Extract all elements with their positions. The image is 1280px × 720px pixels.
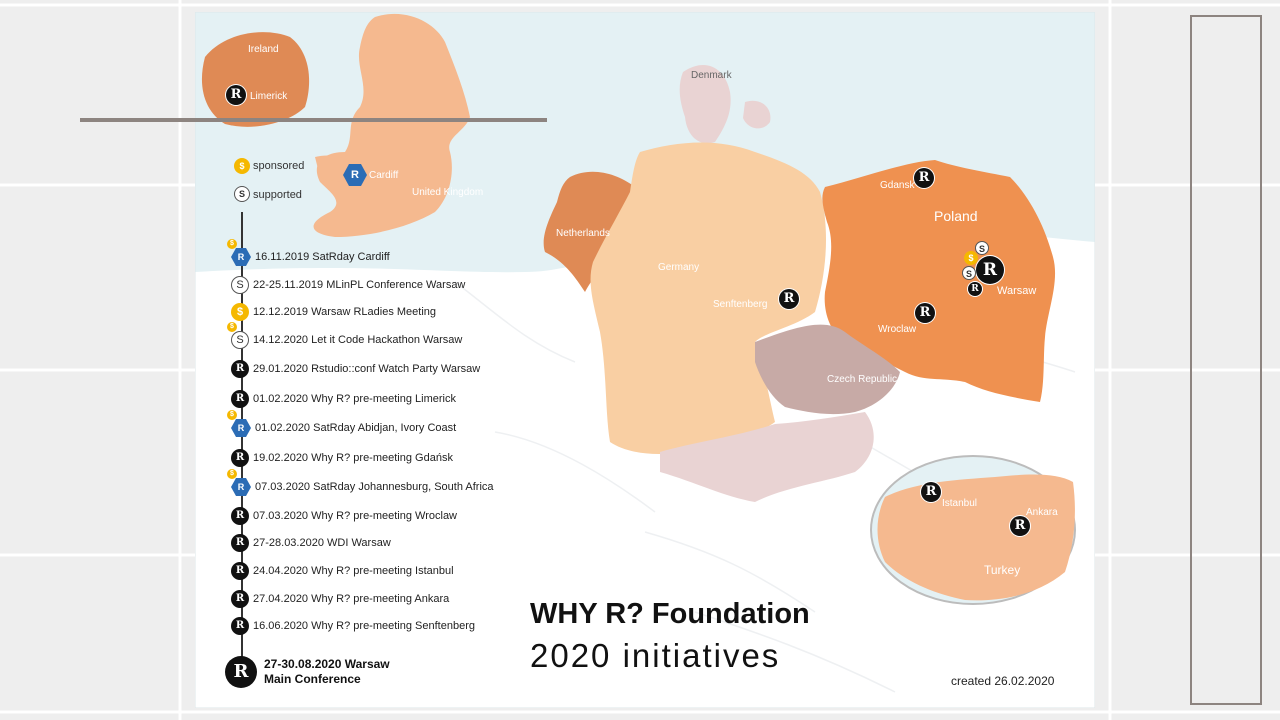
timeline-item: R 19.02.2020 Why R? pre-meeting Gdańsk — [231, 448, 453, 468]
main-conference: R 27-30.08.2020 Warsaw Main Conference — [225, 656, 390, 688]
timeline-item-text: 16.11.2019 SatRday Cardiff — [255, 251, 390, 263]
label-warsaw: Warsaw — [997, 285, 1037, 297]
label-poland: Poland — [934, 208, 978, 224]
created-date: created 26.02.2020 — [951, 674, 1055, 688]
label-ankara: Ankara — [1026, 507, 1058, 518]
wroclaw-marker-icon: R — [915, 303, 935, 323]
czech-republic-shape — [755, 324, 900, 415]
europe-map: Ireland United Kingdom Denmark Netherlan… — [195, 12, 1095, 708]
gdansk-marker-icon: R — [914, 168, 934, 188]
why-r-logo-icon: R — [231, 507, 249, 525]
legend-sponsored: sponsored — [253, 160, 305, 172]
label-united-kingdom: United Kingdom — [412, 187, 484, 198]
main-conference-label: Main Conference — [264, 672, 361, 686]
satrday-hex-icon: R — [231, 248, 251, 266]
timeline-item: $12.12.2019 Warsaw RLadies Meeting — [231, 302, 436, 322]
timeline-item-text: 27.04.2020 Why R? pre-meeting Ankara — [253, 593, 450, 605]
horizontal-accent-bar — [80, 118, 547, 122]
sponsored-badge-icon: $ — [227, 410, 237, 420]
label-gdansk: Gdansk — [880, 180, 915, 191]
austria-shape — [660, 412, 874, 502]
main-conference-date: 27-30.08.2020 Warsaw — [264, 657, 390, 671]
timeline-line — [241, 212, 243, 664]
why-r-logo-icon: R — [231, 390, 249, 408]
why-r-logo-icon: R — [231, 449, 249, 467]
netherlands-shape — [543, 171, 639, 292]
why-r-logo-icon: R — [231, 360, 249, 378]
label-ireland: Ireland — [248, 44, 279, 55]
why-r-logo-icon: R — [231, 590, 249, 608]
sponsored-icon: $ — [231, 303, 249, 321]
label-senftenberg: Senftenberg — [713, 299, 768, 310]
timeline-item-text: 07.03.2020 Why R? pre-meeting Wroclaw — [253, 510, 458, 522]
timeline-item-text: 16.06.2020 Why R? pre-meeting Senftenber… — [253, 620, 475, 632]
supported-icon: S — [231, 276, 249, 294]
timeline-item-text: 29.01.2020 Rstudio::conf Watch Party War… — [253, 363, 481, 375]
why-r-logo-icon: R — [231, 617, 249, 635]
label-limerick: Limerick — [250, 91, 288, 102]
sponsored-legend-icon: $ — [234, 158, 250, 174]
supported-legend-icon: S — [234, 186, 250, 202]
timeline-item-text: 01.02.2020 SatRday Abidjan, Ivory Coast — [255, 422, 457, 434]
denmark-shape — [679, 64, 731, 144]
poland-shape — [822, 160, 1056, 402]
satrday-hex-icon: R — [231, 419, 251, 437]
sponsored-badge-icon: $ — [227, 469, 237, 479]
label-wroclaw: Wroclaw — [878, 324, 917, 335]
timeline-item-text: 01.02.2020 Why R? pre-meeting Limerick — [253, 393, 456, 405]
sponsored-badge-icon: $ — [227, 322, 237, 332]
warsaw-supported-icon: S — [975, 241, 989, 255]
timeline-item: S $14.12.2020 Let it Code Hackathon Warsa… — [227, 322, 463, 350]
limerick-marker-icon: R — [226, 85, 246, 105]
title-foundation: WHY R? Foundation — [530, 598, 810, 630]
germany-shape — [590, 142, 827, 454]
timeline-item: R $16.11.2019 SatRday Cardiff — [227, 239, 390, 267]
timeline-item-text: 22-25.11.2019 MLinPL Conference Warsaw — [253, 279, 466, 291]
legend-supported: supported — [253, 189, 302, 201]
timeline-item-text: 14.12.2020 Let it Code Hackathon Warsaw — [253, 334, 463, 346]
satrday-hex-icon: R — [231, 478, 251, 496]
timeline-item: R 16.06.2020 Why R? pre-meeting Senftenbe… — [231, 616, 475, 636]
label-turkey: Turkey — [984, 563, 1021, 577]
sponsored-badge-icon: $ — [227, 239, 237, 249]
label-denmark: Denmark — [691, 70, 732, 81]
timeline-item-text: 27-28.03.2020 WDI Warsaw — [253, 537, 391, 549]
timeline-item: R 27.04.2020 Why R? pre-meeting Ankara — [231, 589, 449, 609]
title-initiatives: 2020 initiatives — [530, 637, 781, 674]
senftenberg-marker-icon: R — [779, 289, 799, 309]
supported-icon: S — [231, 331, 249, 349]
istanbul-marker-icon: R — [921, 482, 941, 502]
why-r-logo-icon: R — [231, 534, 249, 552]
timeline-item-text: 24.04.2020 Why R? pre-meeting Istanbul — [253, 565, 454, 577]
warsaw-marker-icon: R — [976, 256, 1004, 284]
ankara-marker-icon: R — [1010, 516, 1030, 536]
timeline-item: R 07.03.2020 Why R? pre-meeting Wroclaw — [231, 506, 457, 526]
timeline-item: R $01.02.2020 SatRday Abidjan, Ivory Coas… — [227, 410, 457, 438]
timeline-item: R 27-28.03.2020 WDI Warsaw — [231, 533, 391, 553]
warsaw-small-marker-icon: R — [968, 282, 982, 296]
label-istanbul: Istanbul — [942, 498, 978, 509]
right-frame — [1190, 15, 1262, 705]
timeline-item-text: 12.12.2019 Warsaw RLadies Meeting — [253, 306, 437, 318]
warsaw-supported-icon-2: S — [962, 266, 976, 280]
timeline-item: R 24.04.2020 Why R? pre-meeting Istanbul — [231, 561, 454, 581]
why-r-logo-icon: R — [231, 562, 249, 580]
label-netherlands: Netherlands — [556, 228, 610, 239]
timeline-item: R 01.02.2020 Why R? pre-meeting Limerick — [231, 389, 456, 409]
ireland-shape — [201, 32, 310, 127]
cardiff-satrday-icon: R — [343, 164, 367, 186]
label-czech-republic: Czech Republic — [827, 374, 898, 385]
turkey-shape — [877, 474, 1075, 601]
why-r-main-logo-icon: R — [225, 656, 257, 688]
timeline-item-text: 07.03.2020 SatRday Johannesburg, South A… — [255, 481, 494, 493]
label-germany: Germany — [658, 262, 700, 273]
timeline-item-text: 19.02.2020 Why R? pre-meeting Gdańsk — [253, 452, 453, 464]
timeline-item: S 22-25.11.2019 MLinPL Conference Warsaw — [231, 275, 465, 295]
timeline-item: R 29.01.2020 Rstudio::conf Watch Party Wa… — [231, 359, 480, 379]
label-cardiff: Cardiff — [369, 170, 399, 181]
warsaw-sponsored-icon: $ — [964, 251, 978, 265]
timeline-item: R $07.03.2020 SatRday Johannesburg, South… — [227, 469, 494, 497]
